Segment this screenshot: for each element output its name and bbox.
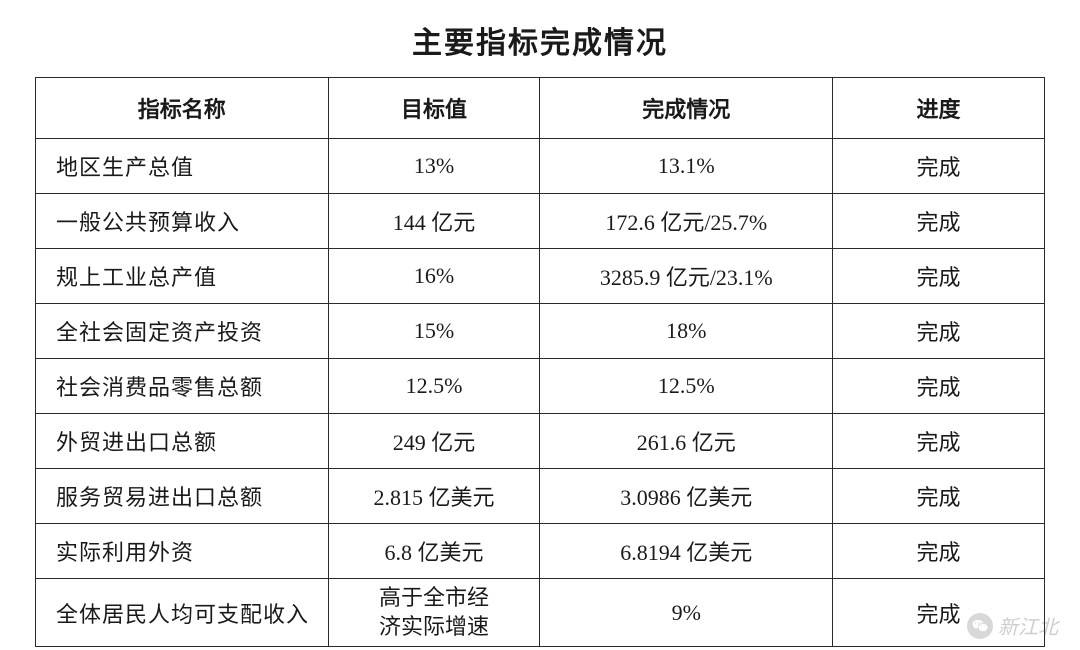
cell-name: 外贸进出口总额 [36, 414, 329, 469]
cell-actual: 3.0986 亿美元 [540, 469, 833, 524]
cell-target: 6.8 亿美元 [328, 524, 540, 579]
cell-actual: 9% [540, 579, 833, 647]
cell-actual: 13.1% [540, 139, 833, 194]
cell-actual: 12.5% [540, 359, 833, 414]
cell-name: 全社会固定资产投资 [36, 304, 329, 359]
table-row: 实际利用外资 6.8 亿美元 6.8194 亿美元 完成 [36, 524, 1045, 579]
cell-actual: 3285.9 亿元/23.1% [540, 249, 833, 304]
cell-status: 完成 [833, 524, 1045, 579]
cell-status: 完成 [833, 139, 1045, 194]
cell-name: 全体居民人均可支配收入 [36, 579, 329, 647]
cell-target: 16% [328, 249, 540, 304]
table-row: 服务贸易进出口总额 2.815 亿美元 3.0986 亿美元 完成 [36, 469, 1045, 524]
col-header-actual: 完成情况 [540, 78, 833, 139]
cell-target: 144 亿元 [328, 194, 540, 249]
cell-target: 12.5% [328, 359, 540, 414]
watermark: 新江北 [967, 611, 1058, 640]
cell-target: 13% [328, 139, 540, 194]
cell-status: 完成 [833, 469, 1045, 524]
cell-status: 完成 [833, 249, 1045, 304]
col-header-target: 目标值 [328, 78, 540, 139]
cell-name: 实际利用外资 [36, 524, 329, 579]
cell-target: 249 亿元 [328, 414, 540, 469]
table-row: 规上工业总产值 16% 3285.9 亿元/23.1% 完成 [36, 249, 1045, 304]
col-header-status: 进度 [833, 78, 1045, 139]
watermark-text: 新江北 [998, 611, 1058, 640]
cell-name: 服务贸易进出口总额 [36, 469, 329, 524]
indicators-table: 指标名称 目标值 完成情况 进度 地区生产总值 13% 13.1% 完成 一般公… [35, 77, 1045, 647]
table-header-row: 指标名称 目标值 完成情况 进度 [36, 78, 1045, 139]
cell-name: 一般公共预算收入 [36, 194, 329, 249]
cell-status: 完成 [833, 194, 1045, 249]
cell-name: 规上工业总产值 [36, 249, 329, 304]
cell-actual: 261.6 亿元 [540, 414, 833, 469]
cell-actual: 6.8194 亿美元 [540, 524, 833, 579]
table-row: 全社会固定资产投资 15% 18% 完成 [36, 304, 1045, 359]
cell-target: 2.815 亿美元 [328, 469, 540, 524]
cell-actual: 172.6 亿元/25.7% [540, 194, 833, 249]
table-row: 外贸进出口总额 249 亿元 261.6 亿元 完成 [36, 414, 1045, 469]
cell-name: 地区生产总值 [36, 139, 329, 194]
table-row: 一般公共预算收入 144 亿元 172.6 亿元/25.7% 完成 [36, 194, 1045, 249]
table-row: 社会消费品零售总额 12.5% 12.5% 完成 [36, 359, 1045, 414]
page-title: 主要指标完成情况 [35, 18, 1045, 62]
table-row: 地区生产总值 13% 13.1% 完成 [36, 139, 1045, 194]
cell-target: 15% [328, 304, 540, 359]
cell-name: 社会消费品零售总额 [36, 359, 329, 414]
cell-target: 高于全市经济实际增速 [328, 579, 540, 647]
wechat-icon [967, 613, 993, 639]
table-row: 全体居民人均可支配收入 高于全市经济实际增速 9% 完成 [36, 579, 1045, 647]
cell-actual: 18% [540, 304, 833, 359]
col-header-name: 指标名称 [36, 78, 329, 139]
cell-status: 完成 [833, 304, 1045, 359]
cell-status: 完成 [833, 414, 1045, 469]
cell-status: 完成 [833, 359, 1045, 414]
